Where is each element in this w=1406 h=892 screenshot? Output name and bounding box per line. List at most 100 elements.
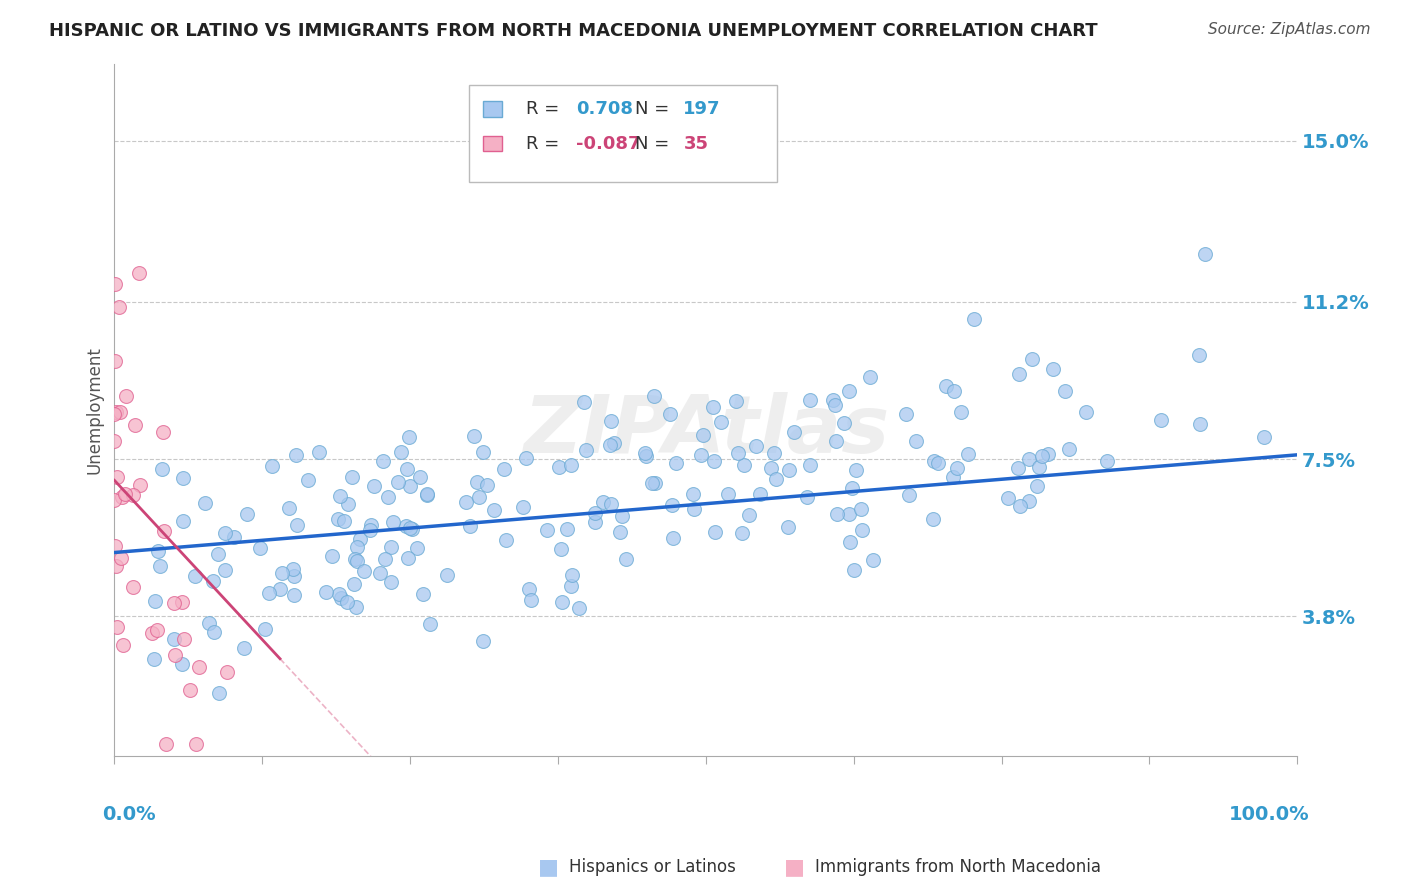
Text: R =: R = xyxy=(526,100,565,118)
Point xyxy=(592,495,614,509)
Point xyxy=(515,451,537,466)
Point xyxy=(832,416,855,430)
Point xyxy=(271,566,294,581)
Point xyxy=(412,587,434,601)
Point xyxy=(1010,500,1032,514)
Point xyxy=(519,593,541,607)
Point xyxy=(217,665,239,679)
Text: R =: R = xyxy=(526,135,565,153)
Text: -0.087: -0.087 xyxy=(575,135,640,153)
Point xyxy=(141,626,163,640)
Y-axis label: Unemployment: Unemployment xyxy=(86,346,103,475)
Point xyxy=(260,458,283,473)
Point xyxy=(560,579,582,593)
Point xyxy=(103,408,125,422)
Point xyxy=(170,595,193,609)
Point xyxy=(257,585,280,599)
Point xyxy=(114,487,136,501)
Point xyxy=(560,458,582,472)
Point xyxy=(724,394,747,409)
Point xyxy=(727,446,749,460)
Point xyxy=(105,470,128,484)
Point xyxy=(761,460,783,475)
Point xyxy=(1028,460,1050,475)
Point xyxy=(733,458,755,473)
Point xyxy=(179,682,201,697)
Point xyxy=(465,475,488,489)
Point xyxy=(128,477,150,491)
Point xyxy=(336,497,359,511)
Point xyxy=(841,481,863,495)
Point xyxy=(555,522,578,536)
Point xyxy=(943,384,966,398)
Point xyxy=(107,300,129,314)
Point xyxy=(661,498,683,512)
Point xyxy=(468,490,491,504)
Point xyxy=(329,489,352,503)
Point xyxy=(105,620,128,634)
Point xyxy=(1036,447,1059,461)
Text: ■: ■ xyxy=(538,857,558,877)
Point xyxy=(399,479,422,493)
Point xyxy=(765,472,787,486)
Point xyxy=(783,425,806,440)
Point xyxy=(321,549,343,563)
Point xyxy=(308,445,330,459)
Point xyxy=(419,617,441,632)
Point xyxy=(398,521,420,535)
Point xyxy=(825,508,848,522)
Point xyxy=(202,574,225,589)
Point xyxy=(641,476,664,491)
Point xyxy=(122,488,145,502)
Point xyxy=(436,567,458,582)
Text: Hispanics or Latinos: Hispanics or Latinos xyxy=(569,858,737,876)
Point xyxy=(665,456,688,470)
Point xyxy=(152,425,174,440)
Text: Source: ZipAtlas.com: Source: ZipAtlas.com xyxy=(1208,22,1371,37)
Point xyxy=(1074,405,1097,419)
Point xyxy=(905,434,928,448)
Text: N =: N = xyxy=(636,135,675,153)
FancyBboxPatch shape xyxy=(484,102,502,117)
Point xyxy=(281,561,304,575)
Point xyxy=(315,585,337,599)
Text: 0.0%: 0.0% xyxy=(103,805,156,824)
Point xyxy=(173,632,195,646)
Point xyxy=(395,518,418,533)
Point xyxy=(104,539,127,553)
Point xyxy=(128,266,150,280)
Point xyxy=(346,554,368,568)
Point xyxy=(583,506,606,520)
Point xyxy=(997,491,1019,505)
Point xyxy=(568,601,591,615)
Point xyxy=(702,401,724,415)
Point xyxy=(104,559,127,574)
Point xyxy=(344,552,367,566)
Point xyxy=(1188,417,1211,431)
Point xyxy=(197,616,219,631)
Point xyxy=(398,430,420,444)
Point xyxy=(946,461,969,475)
Point xyxy=(796,490,818,504)
Point xyxy=(1018,452,1040,467)
Point xyxy=(346,540,368,554)
Point xyxy=(1021,352,1043,367)
Point xyxy=(1057,442,1080,456)
Point xyxy=(659,407,682,421)
Point xyxy=(603,436,626,450)
Point xyxy=(368,566,391,581)
Point xyxy=(851,523,873,537)
Point xyxy=(374,552,396,566)
Point xyxy=(862,553,884,567)
Point xyxy=(188,660,211,674)
Point xyxy=(825,434,848,448)
Point xyxy=(172,471,194,485)
Point xyxy=(1042,361,1064,376)
Point xyxy=(359,523,381,537)
Point xyxy=(838,384,860,398)
Point xyxy=(644,475,666,490)
Point xyxy=(194,496,217,510)
Point xyxy=(104,277,127,292)
Point xyxy=(285,517,308,532)
Point xyxy=(285,449,308,463)
